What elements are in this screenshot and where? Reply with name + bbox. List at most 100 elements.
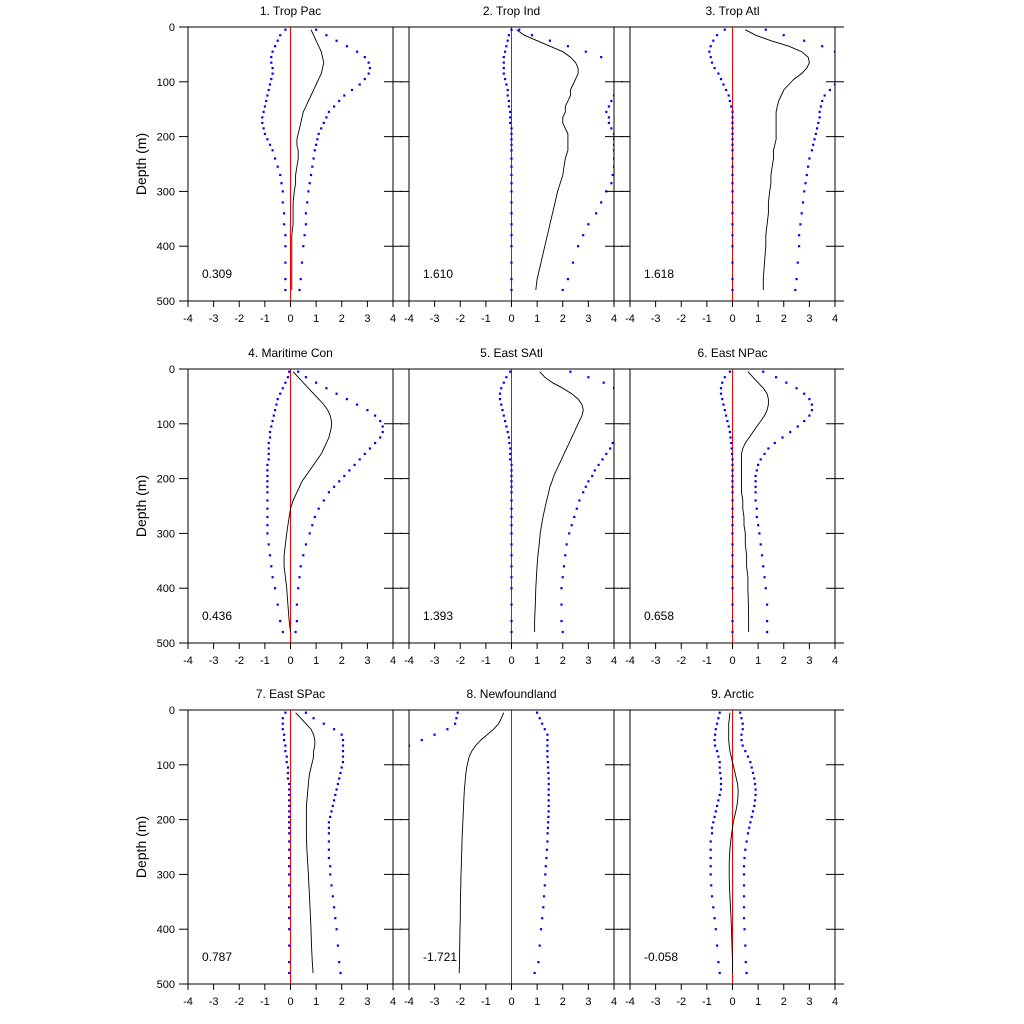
- bound-point: [266, 532, 269, 535]
- x-tick-label: 1: [534, 655, 540, 667]
- bound-point: [281, 722, 284, 725]
- bound-point: [714, 733, 717, 736]
- bound-point: [744, 961, 747, 964]
- bound-point: [356, 403, 359, 406]
- bound-point: [796, 425, 799, 428]
- bound-point: [568, 532, 571, 535]
- bound-point: [339, 771, 342, 775]
- panel-title: 1. Trop Pac: [260, 4, 321, 18]
- bound-point: [842, 73, 844, 75]
- bound-profile-1: [498, 370, 513, 634]
- bound-point: [507, 105, 510, 108]
- bound-point: [505, 45, 508, 48]
- x-tick-label: -1: [702, 996, 712, 1008]
- bound-point: [803, 392, 806, 395]
- x-tick-label: 1: [313, 313, 319, 325]
- bound-point: [274, 587, 277, 590]
- bound-point: [270, 425, 273, 428]
- bound-point: [731, 288, 734, 292]
- bound-point: [833, 83, 835, 86]
- x-tick-label: -3: [651, 313, 661, 325]
- bound-point: [510, 138, 513, 141]
- bound-point: [731, 587, 734, 590]
- bound-point: [547, 771, 550, 775]
- mean-profile-line: [291, 29, 325, 290]
- bound-point: [547, 793, 550, 796]
- bound-point: [546, 832, 549, 835]
- bound-point: [571, 261, 575, 264]
- bound-point: [510, 499, 513, 502]
- bound-point: [808, 157, 811, 160]
- bound-point: [753, 777, 756, 780]
- panel-title: 4. Maritime Con: [248, 346, 333, 360]
- bound-point: [505, 425, 508, 428]
- bound-point: [329, 873, 332, 876]
- bound-point: [716, 34, 719, 37]
- x-tick-label: -3: [651, 996, 661, 1008]
- bound-point: [710, 832, 714, 835]
- bound-point: [828, 88, 831, 92]
- bound-point: [281, 190, 284, 193]
- bound-point: [368, 447, 371, 450]
- bound-point: [726, 420, 729, 423]
- bound-point: [818, 116, 821, 119]
- bound-point: [796, 261, 799, 264]
- bound-point: [542, 906, 545, 909]
- bound-point: [731, 603, 734, 606]
- x-tick-label: 3: [806, 996, 812, 1008]
- bound-point: [510, 565, 513, 568]
- bound-point: [281, 728, 284, 731]
- bound-point: [313, 149, 316, 152]
- bound-point: [746, 832, 749, 835]
- bound-point: [276, 165, 279, 168]
- bound-point: [299, 278, 302, 281]
- bound-point: [803, 190, 806, 193]
- bound-point: [766, 630, 769, 634]
- x-tick-label: -1: [481, 313, 491, 325]
- mean-profile-line: [745, 29, 810, 290]
- bound-point: [504, 420, 507, 423]
- bound-point: [584, 485, 587, 488]
- bound-point: [266, 485, 269, 488]
- bound-point: [612, 387, 614, 390]
- bound-point: [510, 532, 513, 535]
- bound-point: [335, 39, 338, 42]
- bound-point: [502, 72, 505, 75]
- bound-point: [582, 491, 585, 494]
- bound-point: [395, 810, 397, 812]
- bound-point: [795, 278, 798, 281]
- bound-point: [547, 766, 550, 769]
- bound-point: [716, 722, 719, 725]
- bound-point: [284, 750, 287, 753]
- bound-point: [839, 78, 841, 80]
- bound-point: [271, 67, 274, 70]
- bound-point: [271, 420, 274, 423]
- bound-point: [607, 121, 610, 124]
- bound-point: [719, 78, 723, 81]
- bound-point: [709, 840, 712, 843]
- bound-point: [341, 755, 345, 758]
- bound-point: [767, 447, 770, 450]
- bound-point: [333, 799, 336, 802]
- bound-point: [623, 425, 625, 427]
- bound-point: [510, 212, 513, 215]
- x-tick-label: -2: [676, 655, 686, 667]
- x-tick-label: 2: [560, 313, 566, 325]
- bound-point: [805, 173, 808, 177]
- bound-point: [510, 234, 513, 237]
- bound-point: [612, 143, 614, 146]
- bound-point: [812, 143, 815, 146]
- bound-point: [794, 288, 797, 292]
- bound-point: [312, 717, 315, 720]
- bound-point: [261, 116, 264, 119]
- bound-point: [333, 906, 336, 909]
- x-tick-label: -2: [455, 655, 465, 667]
- bound-point: [280, 182, 283, 185]
- x-tick-label: -4: [404, 996, 414, 1008]
- bound-point: [731, 543, 734, 546]
- bound-point: [274, 409, 277, 412]
- bound-point: [819, 105, 822, 108]
- bound-point: [712, 906, 715, 909]
- bound-point: [731, 223, 734, 226]
- bound-point: [749, 761, 752, 764]
